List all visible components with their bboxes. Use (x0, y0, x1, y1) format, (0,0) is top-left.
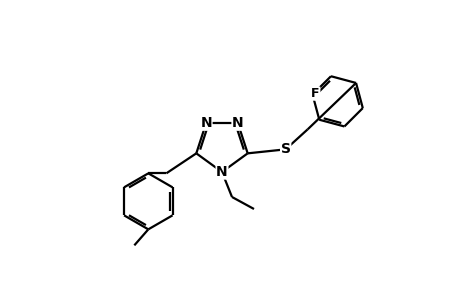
Text: N: N (200, 116, 212, 130)
Text: S: S (280, 142, 290, 156)
Text: N: N (231, 116, 243, 130)
Text: F: F (311, 87, 319, 100)
Text: N: N (216, 165, 227, 179)
